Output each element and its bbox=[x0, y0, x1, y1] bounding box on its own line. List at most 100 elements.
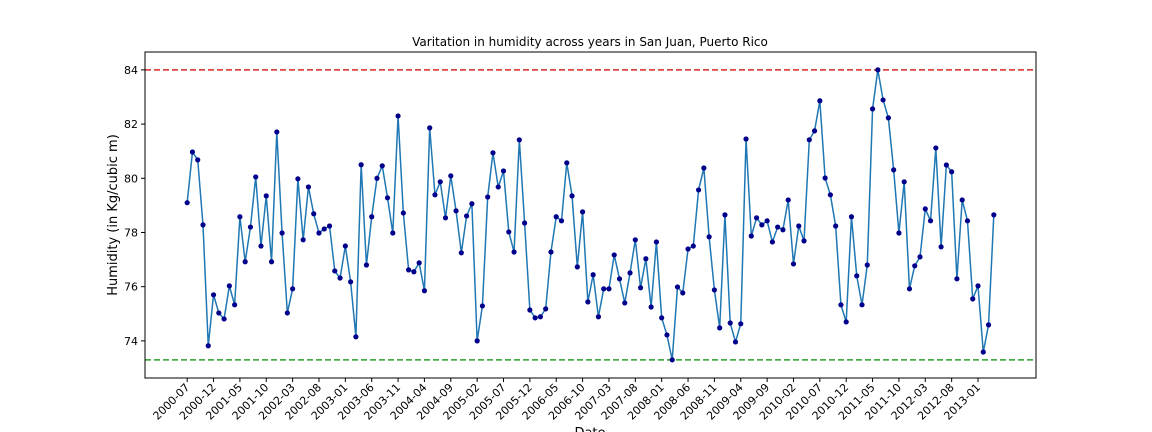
data-point bbox=[406, 267, 412, 273]
data-point bbox=[833, 223, 839, 229]
data-point bbox=[859, 302, 865, 308]
y-axis-label: Humidity (in Kg/cubic m) bbox=[106, 134, 121, 296]
data-point bbox=[421, 288, 428, 294]
data-point bbox=[601, 286, 607, 292]
data-point bbox=[917, 254, 923, 260]
data-point bbox=[363, 262, 370, 268]
data-point bbox=[975, 283, 981, 289]
data-point bbox=[263, 193, 269, 199]
data-point bbox=[290, 286, 296, 292]
data-point bbox=[690, 243, 696, 249]
data-point bbox=[664, 332, 670, 338]
data-point bbox=[653, 239, 660, 245]
data-point bbox=[659, 315, 665, 321]
data-point bbox=[284, 310, 290, 316]
data-point bbox=[369, 214, 375, 220]
data-point bbox=[543, 306, 549, 312]
data-point bbox=[184, 200, 190, 206]
data-point bbox=[585, 299, 591, 305]
data-point bbox=[353, 334, 359, 340]
data-point bbox=[869, 106, 876, 112]
data-point bbox=[954, 276, 960, 282]
y-tick-label: 80 bbox=[124, 172, 138, 185]
data-point bbox=[822, 175, 828, 181]
data-point bbox=[927, 218, 934, 224]
data-point bbox=[548, 249, 554, 255]
data-point bbox=[727, 320, 733, 326]
data-point bbox=[569, 193, 575, 199]
data-point bbox=[579, 209, 586, 215]
data-point bbox=[516, 137, 522, 143]
data-point bbox=[759, 222, 765, 228]
data-point bbox=[384, 195, 391, 201]
data-point bbox=[337, 275, 343, 281]
data-point bbox=[627, 270, 633, 276]
data-point bbox=[685, 246, 691, 252]
data-point bbox=[943, 162, 949, 168]
data-point bbox=[458, 250, 464, 256]
data-point bbox=[838, 302, 844, 308]
data-point bbox=[390, 230, 396, 236]
data-point bbox=[274, 129, 280, 135]
data-point bbox=[326, 223, 333, 229]
data-point bbox=[622, 300, 628, 306]
y-tick-label: 76 bbox=[124, 281, 138, 294]
data-point bbox=[695, 187, 702, 193]
data-point bbox=[748, 233, 754, 239]
data-point bbox=[811, 128, 818, 134]
data-point bbox=[395, 113, 401, 119]
data-point bbox=[479, 303, 486, 309]
data-point bbox=[474, 338, 480, 344]
data-point bbox=[242, 259, 248, 265]
data-point bbox=[854, 273, 860, 279]
data-point bbox=[332, 268, 338, 274]
data-point bbox=[743, 136, 749, 142]
data-point bbox=[790, 261, 797, 267]
data-point bbox=[964, 218, 971, 224]
data-point bbox=[553, 214, 559, 220]
data-point bbox=[875, 67, 881, 73]
data-point bbox=[532, 315, 538, 321]
data-point bbox=[342, 243, 348, 249]
data-point bbox=[701, 165, 707, 171]
data-point bbox=[490, 150, 496, 156]
data-point bbox=[775, 224, 781, 230]
data-point bbox=[643, 256, 649, 262]
data-point bbox=[780, 227, 786, 233]
data-point bbox=[738, 321, 744, 327]
data-point bbox=[316, 230, 322, 236]
data-point bbox=[669, 357, 675, 363]
data-point bbox=[949, 169, 955, 175]
data-point bbox=[495, 184, 501, 190]
data-point bbox=[200, 222, 206, 228]
data-point bbox=[226, 283, 232, 289]
data-point bbox=[453, 208, 459, 214]
data-point bbox=[216, 310, 222, 316]
data-point bbox=[722, 212, 728, 218]
data-point bbox=[864, 262, 870, 268]
data-point bbox=[379, 163, 385, 169]
data-point bbox=[411, 269, 417, 275]
data-point bbox=[985, 322, 992, 328]
data-point bbox=[880, 97, 886, 103]
data-point bbox=[970, 296, 976, 302]
data-point bbox=[321, 226, 327, 232]
data-point bbox=[785, 197, 791, 203]
x-axis-label: Date bbox=[574, 426, 605, 432]
data-point bbox=[796, 223, 802, 229]
data-point bbox=[358, 162, 364, 168]
data-point bbox=[258, 243, 264, 249]
data-point bbox=[938, 244, 944, 250]
data-point bbox=[980, 349, 986, 355]
data-point bbox=[611, 252, 617, 258]
data-point bbox=[537, 314, 544, 320]
data-point bbox=[595, 314, 602, 320]
data-point bbox=[991, 212, 997, 218]
data-point bbox=[906, 286, 913, 292]
data-point bbox=[221, 316, 227, 322]
data-point bbox=[437, 179, 443, 185]
data-point bbox=[616, 276, 623, 282]
data-point bbox=[901, 179, 907, 185]
